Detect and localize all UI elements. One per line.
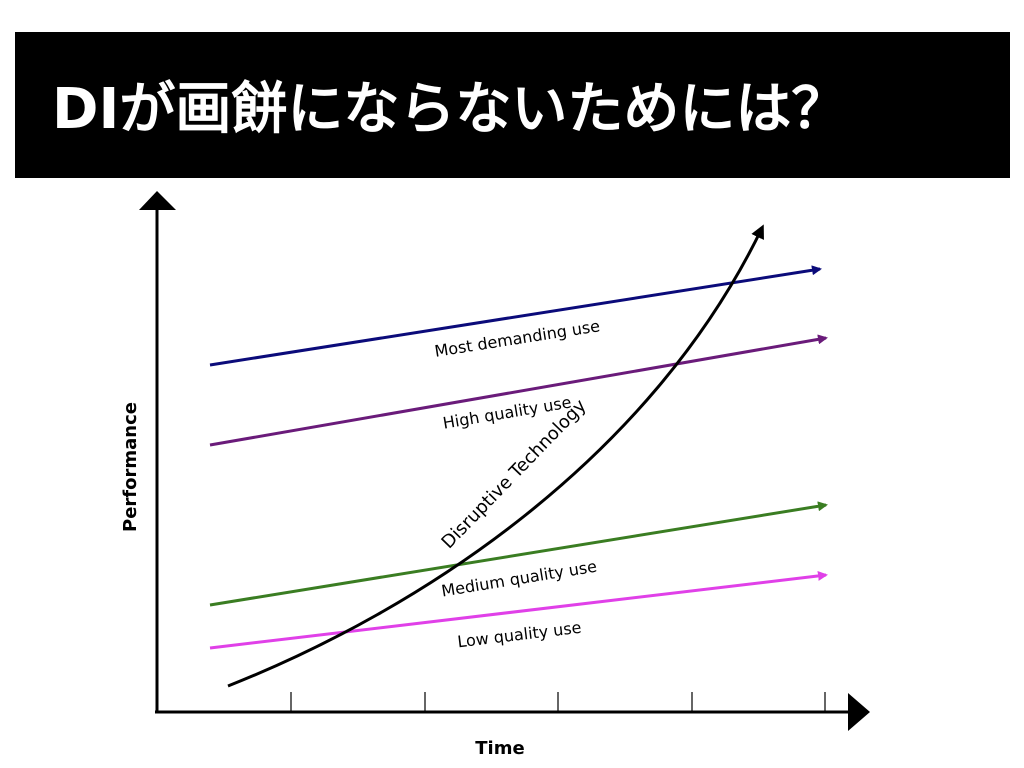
use-line [209,501,828,607]
use-line [209,570,828,650]
use-line [209,334,828,447]
line-label: Most demanding use [433,316,601,361]
x-axis-label: Time [475,738,524,759]
x-ticks [290,692,826,712]
y-axis-label: Performance [120,402,141,532]
disruptive-curve [227,224,764,688]
line-label: Low quality use [456,618,582,652]
x-axis-arrow [848,693,870,731]
use-line [209,265,822,367]
title-banner [15,32,1010,178]
title: DIが画餅にならないためには？ [52,77,847,142]
y-axis-arrow [139,191,176,210]
